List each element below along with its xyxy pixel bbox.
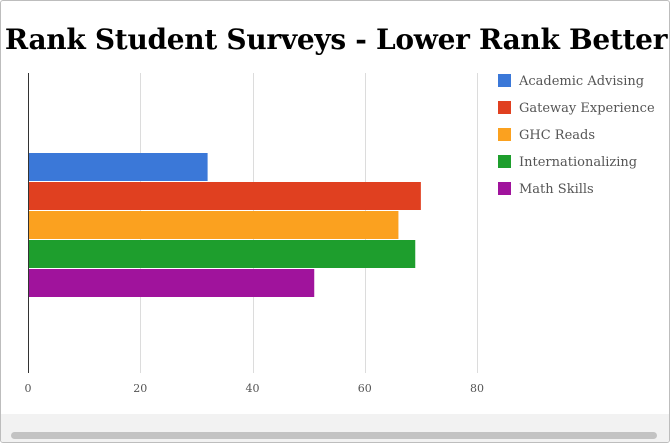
legend-swatch-gateway-experience[interactable] — [498, 101, 511, 114]
bar-ghc-reads[interactable] — [28, 211, 399, 239]
horizontal-scrollbar[interactable] — [1, 414, 669, 442]
bar-chart: 0 20 40 60 80 Academic Advising Gateway Exper… — [25, 73, 655, 395]
legend-swatch-academic-advising[interactable] — [498, 74, 511, 87]
legend-label-academic-advising[interactable]: Academic Advising — [518, 74, 644, 89]
bars — [28, 153, 421, 297]
bar-academic-advising[interactable] — [28, 153, 208, 181]
x-tick-label-60: 60 — [358, 382, 372, 395]
legend-swatch-ghc-reads[interactable] — [498, 128, 511, 141]
legend-label-gateway-experience[interactable]: Gateway Experience — [519, 101, 655, 116]
legend-swatch-internationalizing[interactable] — [498, 155, 511, 168]
legend-label-math-skills[interactable]: Math Skills — [519, 182, 594, 197]
legend-label-ghc-reads[interactable]: GHC Reads — [519, 128, 595, 143]
scrollbar-thumb[interactable] — [11, 432, 657, 439]
legend: Academic Advising Gateway Experience GHC R… — [498, 74, 655, 197]
x-tick-label-80: 80 — [470, 382, 484, 395]
x-axis-ticks: 0 20 40 60 80 — [25, 382, 485, 395]
chart-title: Rank Student Surveys - Lower Rank Better — [4, 23, 668, 56]
x-tick-label-20: 20 — [133, 382, 147, 395]
x-tick-label-0: 0 — [25, 382, 32, 395]
x-tick-label-40: 40 — [246, 382, 260, 395]
bar-internationalizing[interactable] — [28, 240, 416, 268]
bar-gateway-experience[interactable] — [28, 182, 421, 210]
legend-swatch-math-skills[interactable] — [498, 182, 511, 195]
legend-label-internationalizing[interactable]: Internationalizing — [519, 155, 637, 170]
bar-math-skills[interactable] — [28, 269, 315, 297]
